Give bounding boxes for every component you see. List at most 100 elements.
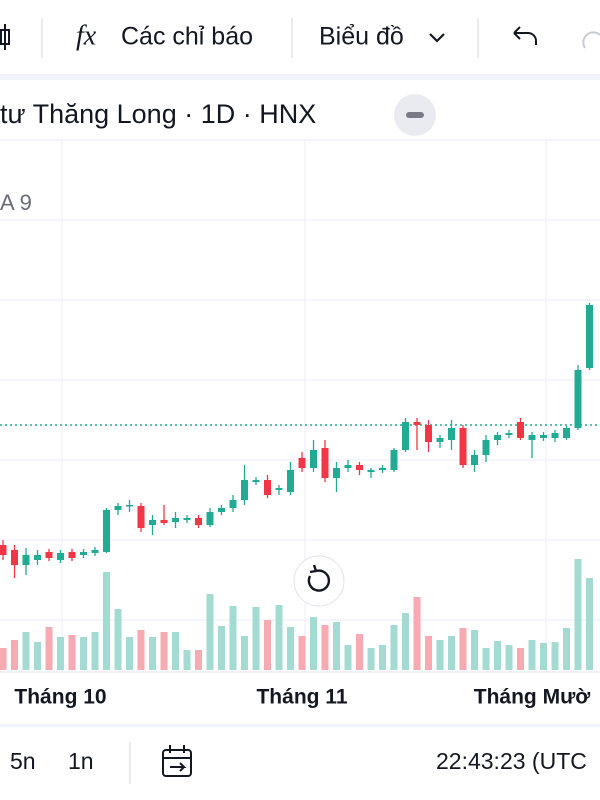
candle-body: [11, 550, 18, 565]
range-1d[interactable]: 1n: [68, 748, 94, 774]
volume-bar: [402, 613, 409, 670]
volume-bar: [586, 578, 593, 670]
candle-body: [126, 505, 133, 507]
volume-bar: [471, 630, 478, 670]
volume-bar: [390, 625, 398, 670]
range-5d[interactable]: 5n: [10, 748, 36, 774]
candle-body: [252, 480, 260, 482]
volume-bar: [103, 572, 110, 670]
candle-body: [103, 510, 110, 552]
study-legend: A 9: [0, 190, 32, 215]
volume-bar: [195, 650, 202, 670]
goto-date-icon[interactable]: [162, 745, 192, 777]
candle-body: [390, 450, 398, 470]
candle-body: [114, 506, 122, 510]
volume-bar: [528, 640, 536, 670]
volume-bar: [321, 625, 329, 670]
candle-body: [344, 465, 352, 468]
volume-bar: [505, 645, 513, 670]
volume-bar: [436, 640, 444, 670]
candle-body: [160, 520, 168, 523]
candle-body: [586, 305, 593, 368]
volume-bar: [57, 637, 64, 670]
volume-bar: [425, 636, 432, 670]
candle-body: [402, 422, 409, 450]
volume-bar: [80, 637, 87, 670]
fx-icon[interactable]: fx: [76, 20, 97, 51]
volume-bar: [91, 632, 99, 670]
volume-bar: [540, 643, 547, 670]
candle-body: [298, 458, 306, 468]
volume-bar: [367, 648, 375, 670]
volume-bar: [183, 650, 191, 670]
candle-body: [172, 518, 179, 522]
volume-bar: [482, 648, 490, 670]
candle-body: [287, 470, 294, 492]
candle-body: [413, 422, 421, 425]
volume-bar: [126, 637, 133, 670]
candle-body: [367, 470, 375, 472]
volume-bar: [448, 636, 455, 670]
volume-bar: [114, 609, 122, 670]
volume-bar: [517, 648, 524, 670]
candle-body: [241, 480, 248, 500]
volume-bar: [333, 622, 340, 670]
candle-body: [45, 552, 53, 558]
bottom-border: [0, 724, 600, 727]
candle-body: [505, 433, 513, 435]
volume-bar: [34, 642, 41, 670]
candle-body: [34, 555, 41, 560]
candle-body: [80, 552, 87, 555]
volume-bar: [229, 606, 237, 670]
volume-bar: [137, 630, 145, 670]
x-axis: Tháng 10 Tháng 11 Tháng Mườ: [14, 686, 590, 709]
volume-bar: [160, 632, 168, 670]
candle-body: [333, 468, 340, 478]
candle-body: [459, 428, 467, 465]
candle-body: [494, 435, 501, 440]
candle-body: [229, 500, 237, 508]
volume-bar: [264, 620, 271, 670]
candle-body: [275, 488, 283, 490]
clock: 22:43:23 (UTC: [436, 748, 587, 774]
undo-button[interactable]: [513, 26, 537, 45]
candle-body: [310, 450, 317, 468]
volume-bar: [11, 640, 18, 670]
volume-bar: [172, 632, 179, 670]
candle-body: [149, 520, 156, 525]
candle-body: [22, 555, 30, 565]
redo-button[interactable]: [582, 31, 600, 49]
candle-body: [57, 553, 64, 560]
reset-button[interactable]: [293, 555, 345, 607]
volume-bar: [551, 642, 559, 670]
volume-bar: [379, 645, 386, 670]
candle-body: [379, 468, 386, 470]
candle-body: [356, 465, 363, 470]
volume-bar: [45, 627, 53, 670]
candle-body: [448, 428, 455, 440]
symbol-legend: tư Thăng Long · 1D · HNX: [0, 99, 316, 129]
candle-body: [91, 550, 99, 553]
candle-body: [563, 428, 570, 438]
candle-body: [551, 433, 559, 438]
volume-bar: [494, 641, 501, 670]
toolbar-border: [0, 74, 600, 80]
candle-body: [183, 518, 191, 520]
volume-bar: [275, 605, 283, 670]
candle-body: [471, 455, 478, 465]
chart-menu[interactable]: Biểu đồ: [319, 23, 404, 51]
volume-bar: [149, 637, 156, 670]
indicators-button[interactable]: Các chỉ báo: [121, 23, 253, 51]
volume-bar: [310, 617, 317, 670]
candle-body: [218, 508, 225, 512]
volume-bar: [68, 635, 76, 670]
candle-body: [68, 552, 76, 558]
candle-body: [264, 480, 271, 495]
volume-bar: [287, 627, 294, 670]
candle-icon[interactable]: [0, 24, 10, 50]
volume-bar: [298, 636, 306, 670]
candle-body: [206, 512, 214, 525]
volume-bar: [241, 636, 248, 670]
candle-body: [528, 435, 536, 440]
